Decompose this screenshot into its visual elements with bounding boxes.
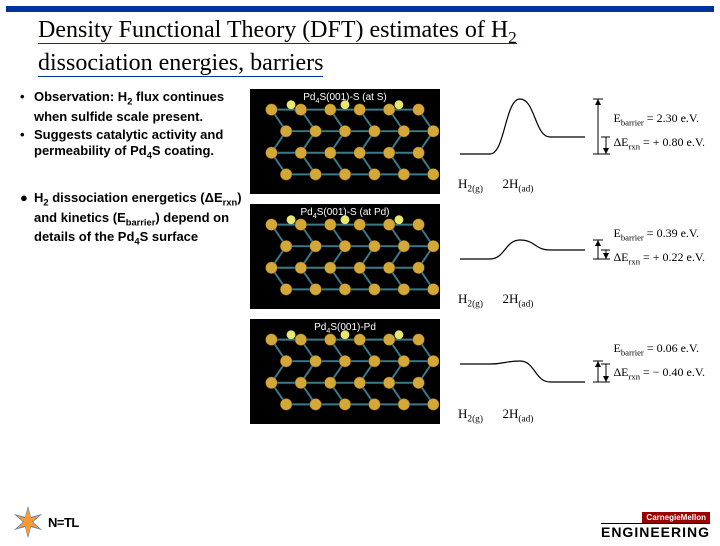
- slide-title: Density Functional Theory (DFT) estimate…: [0, 12, 720, 83]
- bullet-item: ●H2 dissociation energetics (ΔErxn) and …: [20, 190, 250, 248]
- bullet-group-2: ●H2 dissociation energetics (ΔErxn) and …: [20, 190, 250, 248]
- reaction-labels: H2(g) 2H(ad): [458, 291, 533, 310]
- reaction-diagram: H2(g) 2H(ad) Ebarrier = 0.39 e.V.ΔErxn = …: [450, 204, 705, 309]
- structure-label: Pd4S(001)-Pd: [314, 322, 376, 335]
- bullet-text: H2 dissociation energetics (ΔErxn) and k…: [34, 190, 250, 248]
- bullet-text: Suggests catalytic activity and permeabi…: [34, 127, 250, 163]
- energy-values: Ebarrier = 2.30 e.V.ΔErxn = + 0.80 e.V.: [613, 107, 705, 155]
- reaction-diagram: H2(g) 2H(ad) Ebarrier = 2.30 e.V.ΔErxn = …: [450, 89, 705, 194]
- cmu-logo: CarnegieMellon ENGINEERING: [601, 512, 710, 540]
- energy-curve: [450, 204, 610, 286]
- rxn-value: ΔErxn = + 0.22 e.V.: [613, 246, 705, 270]
- rxn-value: ΔErxn = + 0.80 e.V.: [613, 131, 705, 155]
- reactant-label: H2(g): [458, 406, 483, 421]
- product-label: 2H(ad): [502, 291, 533, 306]
- netl-star-icon: [10, 504, 46, 540]
- title-text-1: Density Functional Theory (DFT) estimate…: [38, 17, 508, 43]
- crystal-structure: Pd4S(001)-S (at S): [250, 89, 440, 194]
- content-area: •Observation: H2 flux continues when sul…: [0, 83, 720, 424]
- bullet-item: •Observation: H2 flux continues when sul…: [20, 89, 250, 125]
- bullet-group-1: •Observation: H2 flux continues when sul…: [20, 89, 250, 162]
- title-text-2: dissociation energies, barriers: [38, 50, 323, 76]
- title-sub: 2: [508, 28, 517, 47]
- energy-curve: [450, 89, 610, 171]
- bullet-text: Observation: H2 flux continues when sulf…: [34, 89, 250, 125]
- barrier-value: Ebarrier = 2.30 e.V.: [613, 107, 705, 131]
- netl-logo: N=TL: [10, 504, 79, 540]
- footer: N=TL CarnegieMellon ENGINEERING: [0, 494, 720, 540]
- energy-curve: [450, 319, 610, 401]
- structure-label: Pd4S(001)-S (at S): [303, 92, 386, 105]
- product-label: 2H(ad): [502, 406, 533, 421]
- crystal-structure: Pd4S(001)-Pd: [250, 319, 440, 424]
- structure-column: Pd4S(001)-S (at S) Pd4S(001)-S (at Pd) Pd4…: [250, 89, 440, 424]
- reaction-labels: H2(g) 2H(ad): [458, 176, 533, 195]
- barrier-value: Ebarrier = 0.06 e.V.: [613, 337, 705, 361]
- barrier-value: Ebarrier = 0.39 e.V.: [613, 222, 705, 246]
- bullet-column: •Observation: H2 flux continues when sul…: [20, 89, 250, 424]
- rxn-value: ΔErxn = − 0.40 e.V.: [613, 361, 705, 385]
- cmu-bot-text: ENGINEERING: [601, 523, 710, 540]
- diagram-column: H2(g) 2H(ad)Ebarrier = 2.30 e.V.ΔErxn = …: [440, 89, 705, 424]
- bullet-marker: •: [20, 127, 34, 163]
- energy-values: Ebarrier = 0.06 e.V.ΔErxn = − 0.40 e.V.: [613, 337, 705, 385]
- netl-text: N=TL: [48, 515, 79, 530]
- structure-label: Pd4S(001)-S (at Pd): [300, 207, 389, 220]
- reaction-labels: H2(g) 2H(ad): [458, 406, 533, 425]
- cmu-top-text: CarnegieMellon: [642, 512, 710, 523]
- reactant-label: H2(g): [458, 291, 483, 306]
- bullet-marker: ●: [20, 190, 34, 248]
- bullet-marker: •: [20, 89, 34, 125]
- product-label: 2H(ad): [502, 176, 533, 191]
- reactant-label: H2(g): [458, 176, 483, 191]
- crystal-structure: Pd4S(001)-S (at Pd): [250, 204, 440, 309]
- energy-values: Ebarrier = 0.39 e.V.ΔErxn = + 0.22 e.V.: [613, 222, 705, 270]
- bullet-item: •Suggests catalytic activity and permeab…: [20, 127, 250, 163]
- reaction-diagram: H2(g) 2H(ad) Ebarrier = 0.06 e.V.ΔErxn = …: [450, 319, 705, 424]
